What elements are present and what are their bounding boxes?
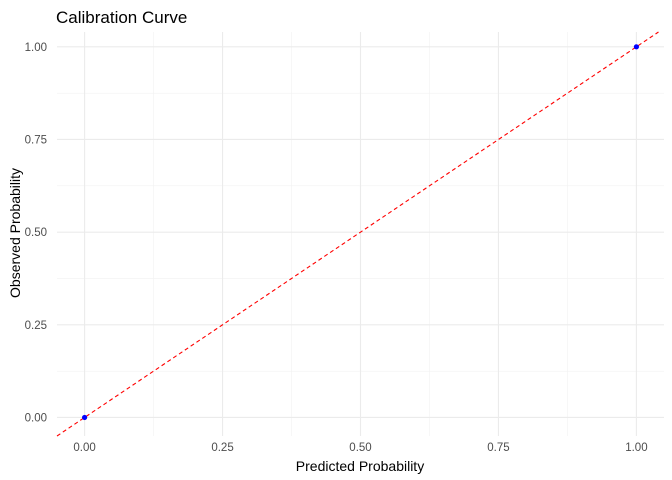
x-axis-title: Predicted Probability — [296, 458, 424, 474]
y-axis-tick-labels: 0.00 0.25 0.50 0.75 1.00 — [25, 42, 47, 425]
y-axis-title: Observed Probability — [7, 168, 23, 298]
y-tick-label: 0.00 — [25, 412, 47, 424]
data-points-layer — [81, 44, 640, 421]
major-gridlines — [57, 32, 664, 436]
x-tick-label: 0.25 — [211, 442, 233, 454]
data-point — [81, 414, 88, 421]
chart-title: Calibration Curve — [56, 8, 187, 27]
y-tick-label: 0.25 — [25, 320, 47, 332]
data-point — [633, 44, 640, 50]
y-tick-label: 1.00 — [25, 42, 47, 54]
reference-line-layer — [56, 31, 659, 437]
x-tick-label: 0.00 — [73, 442, 95, 454]
x-tick-label: 1.00 — [625, 442, 647, 454]
y-tick-label: 0.50 — [25, 227, 47, 239]
reference-line — [56, 31, 659, 437]
y-tick-label: 0.75 — [25, 134, 47, 146]
x-tick-label: 0.50 — [349, 442, 371, 454]
x-axis-tick-labels: 0.00 0.25 0.50 0.75 1.00 — [73, 442, 647, 454]
x-tick-label: 0.75 — [487, 442, 509, 454]
